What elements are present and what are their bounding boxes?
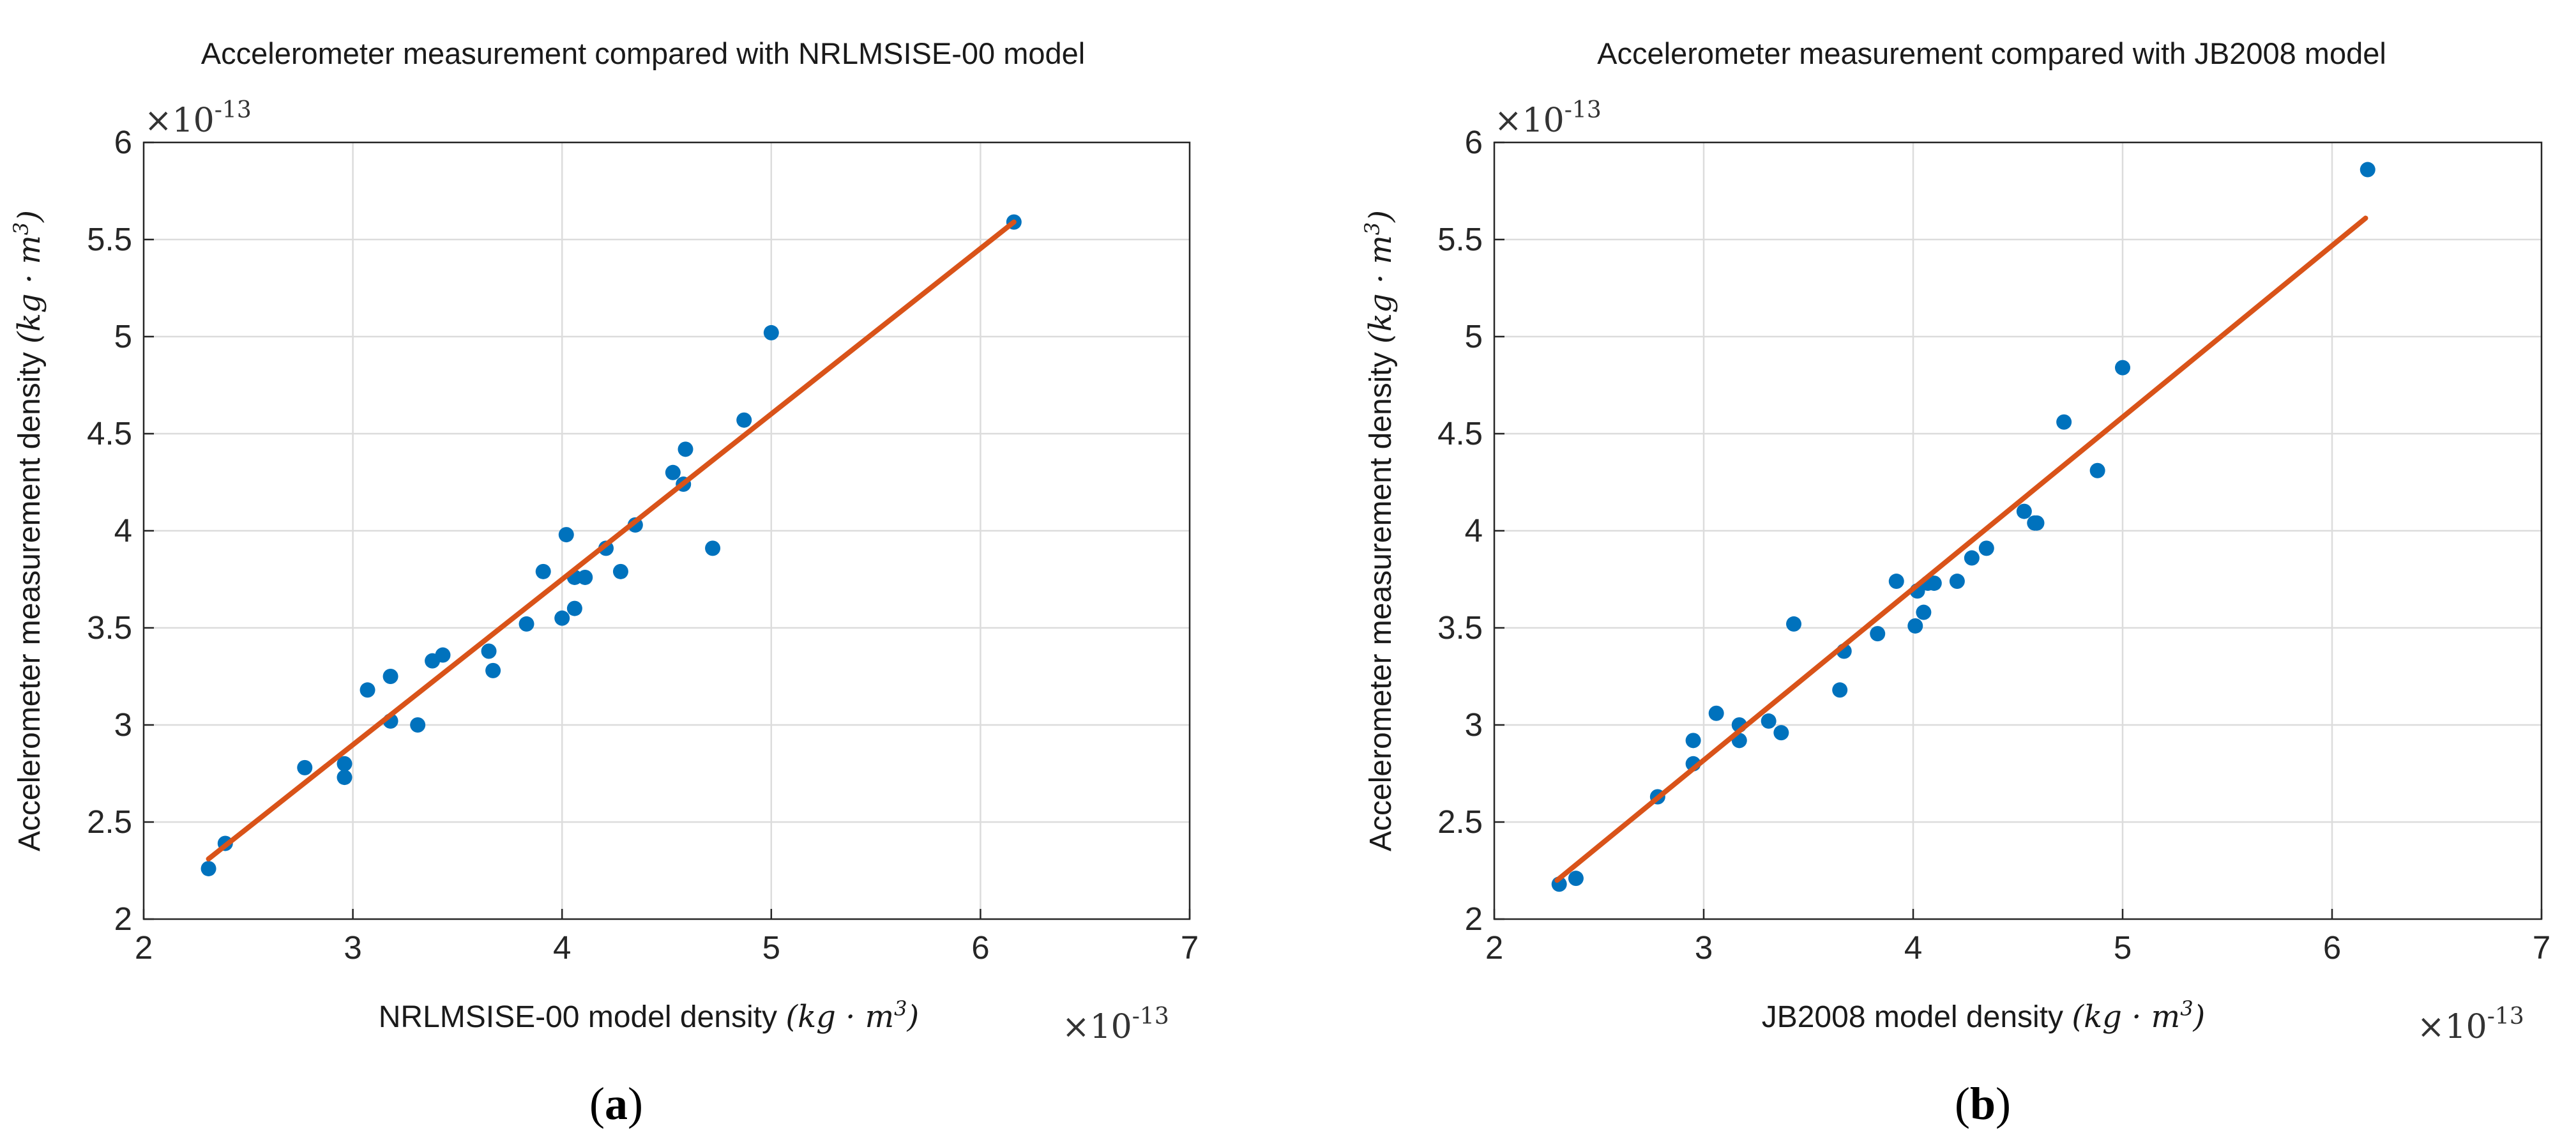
x-tick-label: 4 xyxy=(1904,929,1922,966)
x-tick-label: 7 xyxy=(1181,929,1199,966)
y-multiplier: ×10-13 xyxy=(1494,97,1602,140)
y-tick-label: 3 xyxy=(114,706,132,743)
y-tick-label: 5 xyxy=(1465,318,1483,354)
data-point xyxy=(566,600,582,616)
y-tick-label: 2 xyxy=(114,901,132,937)
y-tick-label: 3.5 xyxy=(87,609,132,646)
y-tick-label: 4 xyxy=(1465,512,1483,549)
data-point xyxy=(337,756,352,772)
fit-line-layer xyxy=(1554,215,2368,883)
data-point xyxy=(1916,604,1932,620)
data-point xyxy=(1685,733,1701,749)
data-point xyxy=(485,662,501,678)
data-point xyxy=(201,860,216,876)
x-tick-label: 2 xyxy=(135,929,153,966)
data-point xyxy=(1870,626,1886,642)
data-point xyxy=(554,610,570,626)
x-tick-label: 6 xyxy=(2323,929,2341,966)
data-point xyxy=(2360,162,2375,178)
chart-title: Accelerometer measurement compared with … xyxy=(201,36,1085,70)
data-point xyxy=(519,616,534,632)
data-point xyxy=(1708,705,1724,721)
data-point xyxy=(763,324,779,340)
x-tick-label: 3 xyxy=(1695,929,1713,966)
x-multiplier: ×10-13 xyxy=(2417,1003,2524,1046)
x-tick-label: 3 xyxy=(344,929,361,966)
y-axis-label: Accelerometer measurement density (kg · … xyxy=(1360,210,1398,851)
data-point xyxy=(1907,618,1923,634)
data-point xyxy=(1761,713,1777,729)
x-tick-label: 5 xyxy=(762,929,780,966)
data-point xyxy=(360,682,375,698)
data-point xyxy=(1964,550,1980,566)
data-point xyxy=(665,464,681,480)
y-tick-label: 6 xyxy=(1465,124,1483,160)
x-tick-label: 7 xyxy=(2533,929,2550,966)
x-axis-label: NRLMSISE-00 model density (kg · m3) xyxy=(379,996,920,1035)
data-point xyxy=(383,669,398,684)
x-tick-label: 2 xyxy=(1485,929,1503,966)
data-point xyxy=(1926,575,1942,591)
data-point xyxy=(435,647,451,663)
y-tick-label: 3.5 xyxy=(1437,609,1483,646)
data-point xyxy=(481,643,497,659)
x-tick-labels: 2 3 4 5 6 7 xyxy=(1485,909,2550,966)
data-point xyxy=(1949,574,1965,590)
fit-line xyxy=(1554,215,2368,883)
y-tick-label: 4 xyxy=(114,512,132,549)
y-tick-labels: 2 2.5 3 3.5 4 4.5 5 5.5 6 xyxy=(87,124,154,937)
data-point xyxy=(612,563,628,579)
y-tick-label: 5.5 xyxy=(1437,221,1483,257)
grid xyxy=(1494,142,2542,919)
panel-label: (a) xyxy=(589,1078,643,1129)
data-point xyxy=(2089,462,2105,478)
data-point xyxy=(297,759,313,775)
y-tick-label: 5 xyxy=(114,318,132,354)
data-point xyxy=(1832,682,1848,698)
fit-line xyxy=(206,219,1017,862)
y-tick-label: 3 xyxy=(1465,706,1483,743)
x-tick-label: 4 xyxy=(553,929,571,966)
y-tick-label: 2 xyxy=(1465,901,1483,937)
data-point xyxy=(1888,574,1904,590)
y-tick-labels: 2 2.5 3 3.5 4 4.5 5 5.5 6 xyxy=(1437,124,1504,937)
y-multiplier: ×10-13 xyxy=(144,97,252,140)
data-point xyxy=(410,717,426,733)
fit-line-layer xyxy=(206,219,1017,862)
data-point xyxy=(736,412,752,428)
y-tick-label: 6 xyxy=(114,124,132,160)
chart-title: Accelerometer measurement compared with … xyxy=(1597,36,2386,70)
y-tick-label: 2.5 xyxy=(1437,804,1483,840)
y-tick-label: 4.5 xyxy=(1437,415,1483,452)
y-tick-label: 4.5 xyxy=(87,415,132,452)
data-point xyxy=(1568,871,1584,887)
data-point xyxy=(1786,616,1802,632)
x-axis-label: JB2008 model density (kg · m3) xyxy=(1762,996,2206,1035)
data-point xyxy=(337,770,352,786)
x-tick-labels: 2 3 4 5 6 7 xyxy=(135,909,1199,966)
panel-label: (b) xyxy=(1955,1078,2011,1129)
chart-nrlmsise: Accelerometer measurement compared with … xyxy=(9,36,1199,1129)
x-multiplier: ×10-13 xyxy=(1062,1003,1169,1046)
grid xyxy=(144,142,1190,919)
data-point xyxy=(1978,540,1994,556)
data-point xyxy=(2115,360,2130,376)
y-tick-label: 2.5 xyxy=(87,804,132,840)
y-tick-label: 5.5 xyxy=(87,221,132,257)
data-point xyxy=(558,527,574,543)
x-tick-label: 6 xyxy=(971,929,989,966)
chart-jb2008: Accelerometer measurement compared with … xyxy=(1360,36,2550,1129)
x-tick-label: 5 xyxy=(2114,929,2132,966)
data-point xyxy=(577,569,593,585)
data-point xyxy=(705,540,721,556)
data-point xyxy=(2056,414,2072,430)
data-point xyxy=(678,441,693,457)
data-point xyxy=(1773,725,1789,741)
data-point xyxy=(535,563,551,579)
data-point xyxy=(2016,503,2032,519)
y-axis-label: Accelerometer measurement density (kg · … xyxy=(9,210,47,851)
data-point xyxy=(2029,515,2045,531)
